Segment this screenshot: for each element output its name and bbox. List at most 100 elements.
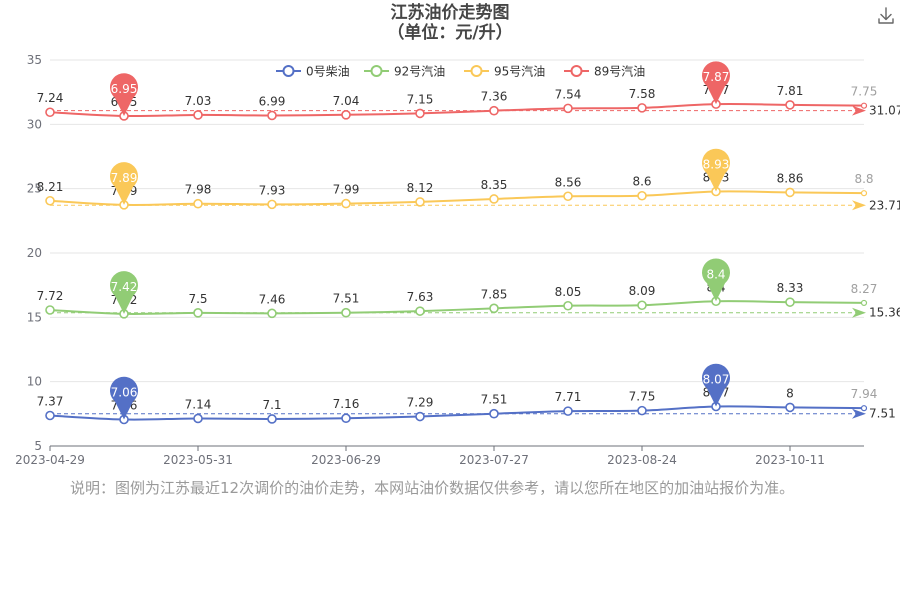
legend-item-0[interactable]: 0号柴油 xyxy=(276,65,350,79)
series-3-max-pin: 7.87 xyxy=(702,61,730,105)
series-1-point xyxy=(860,299,868,307)
series-1-point xyxy=(785,297,795,307)
series-2-data-label: 8.12 xyxy=(407,181,434,195)
x-tick-label: 2023-06-29 xyxy=(311,453,381,467)
series-0-point xyxy=(45,410,55,421)
marker-pins: 7.06 8.07 7.42 8.4 7.89 8.93 6.95 7.87 xyxy=(110,61,731,420)
download-icon[interactable] xyxy=(876,6,896,26)
series-3-data-label: 7.75 xyxy=(851,85,878,99)
average-lines: 7.51 15.36 23.71 31.07 xyxy=(50,104,900,421)
legend-label: 89号汽油 xyxy=(594,64,645,79)
series-2-min-pin-label: 7.89 xyxy=(111,171,138,185)
y-tick-label: 10 xyxy=(27,375,42,389)
series-2-max-pin: 8.93 xyxy=(702,148,730,192)
series-0-data-label: 7.75 xyxy=(629,390,656,404)
series-0-point xyxy=(415,411,425,422)
x-tick-label: 2023-08-24 xyxy=(607,453,677,467)
chart-title-line1: 江苏油价走势图 xyxy=(390,3,510,23)
y-tick-label: 5 xyxy=(34,439,42,453)
series-1-point xyxy=(563,300,573,311)
x-tick-label: 2023-04-29 xyxy=(15,453,85,467)
series-3-average-label: 31.07 xyxy=(869,104,900,118)
legend-swatch-circle xyxy=(470,65,483,77)
series-2-min-pin: 7.89 xyxy=(110,162,139,205)
series-1-point xyxy=(193,308,203,318)
series-2-data-label: 8.56 xyxy=(555,175,582,189)
series-3-point xyxy=(785,100,795,110)
series-0-average-label: 7.51 xyxy=(869,407,896,421)
series-1-data-label: 8.33 xyxy=(777,281,804,295)
x-tick-label: 2023-05-31 xyxy=(163,453,233,467)
series-3-average-arrow xyxy=(852,105,866,116)
series-3-data-label: 7.03 xyxy=(185,94,212,108)
y-tick-label: 15 xyxy=(27,310,42,324)
series-3-data-label: 7.04 xyxy=(333,94,360,108)
series-2-point xyxy=(785,187,795,198)
series-2-point xyxy=(860,190,868,197)
legend-label: 95号汽油 xyxy=(494,64,545,79)
series-0-data-label: 7.37 xyxy=(37,395,64,409)
y-tick-label: 20 xyxy=(27,246,42,260)
series-2-line xyxy=(49,190,865,206)
series-1-data-label: 7.5 xyxy=(188,292,207,306)
series-3-min-pin: 6.95 xyxy=(110,73,138,116)
series-1-point xyxy=(415,306,425,316)
series-2-point xyxy=(267,199,277,210)
series-1-max-pin-label: 8.4 xyxy=(706,267,725,281)
series-3-point xyxy=(860,102,868,109)
legend-item-3[interactable]: 89号汽油 xyxy=(564,64,645,79)
data-labels: 7.37 7.06 7.14 7.1 7.16 7.29 7.51 7.71 7.75 8.07 8… xyxy=(37,83,878,412)
series-1-min-pin: 7.42 xyxy=(110,271,138,314)
series-3-min-pin-label: 6.95 xyxy=(111,82,138,96)
series-2-data-label: 8.8 xyxy=(854,172,873,186)
series-1-point xyxy=(489,303,499,314)
series-2-point xyxy=(193,198,203,209)
series-1-point xyxy=(341,307,351,318)
series-2-average-label: 23.71 xyxy=(869,198,900,212)
series-0-average-arrow xyxy=(852,408,866,419)
series-1-data-label: 8.05 xyxy=(555,285,582,299)
series-2-max-pin-shape xyxy=(702,148,730,192)
series-0-point xyxy=(489,408,499,419)
series-1-data-label: 8.27 xyxy=(851,282,878,296)
legend-label: 0号柴油 xyxy=(306,65,350,79)
series-2-average-arrow xyxy=(852,200,866,211)
series-2-data-label: 7.99 xyxy=(333,183,360,197)
y-tick-label: 35 xyxy=(27,53,42,67)
series-0-point xyxy=(193,413,203,424)
series-0-data-label: 7.29 xyxy=(407,396,434,410)
series-3-point xyxy=(563,103,573,114)
series-3-max-pin-shape xyxy=(702,61,730,105)
series-3-data-label: 7.58 xyxy=(629,87,656,101)
series-1-point xyxy=(637,300,647,311)
series-2-data-label: 8.21 xyxy=(37,180,64,194)
series-0-max-pin-shape xyxy=(702,363,731,407)
series-1-data-label: 7.72 xyxy=(37,289,64,303)
series-0-point xyxy=(267,414,277,424)
grid-layer xyxy=(50,59,864,383)
series-1-average-arrow xyxy=(852,307,866,318)
series-3-point xyxy=(415,108,425,119)
series-0-point xyxy=(341,413,351,424)
legend-swatch-circle xyxy=(370,65,383,77)
series-2-point xyxy=(637,190,647,201)
series-3-point xyxy=(45,107,55,118)
legend-swatch-circle xyxy=(282,65,295,77)
series-3-data-label: 6.99 xyxy=(259,94,286,108)
series-2-data-label: 7.93 xyxy=(259,183,286,197)
legend-item-1[interactable]: 92号汽油 xyxy=(364,64,445,79)
series-3-point xyxy=(193,110,203,120)
series-0-point xyxy=(860,405,868,412)
series-0-min-pin-shape xyxy=(110,376,138,420)
legend-item-2[interactable]: 95号汽油 xyxy=(464,64,545,79)
series-1-point xyxy=(45,305,55,315)
series-2-data-label: 8.86 xyxy=(777,171,804,185)
series-0-data-label: 7.16 xyxy=(333,397,360,411)
footnote: 说明：图例为江苏最近12次调价的油价走势，本网站油价数据仅供参考，请以您所在地区… xyxy=(70,479,795,497)
series-2-point xyxy=(563,191,573,202)
series-3-point xyxy=(637,103,647,113)
series-2-point xyxy=(45,195,55,206)
series-3-min-pin-shape xyxy=(110,73,138,116)
series-0-min-pin-label: 7.06 xyxy=(111,385,138,399)
x-tick-label: 2023-10-11 xyxy=(755,453,825,467)
